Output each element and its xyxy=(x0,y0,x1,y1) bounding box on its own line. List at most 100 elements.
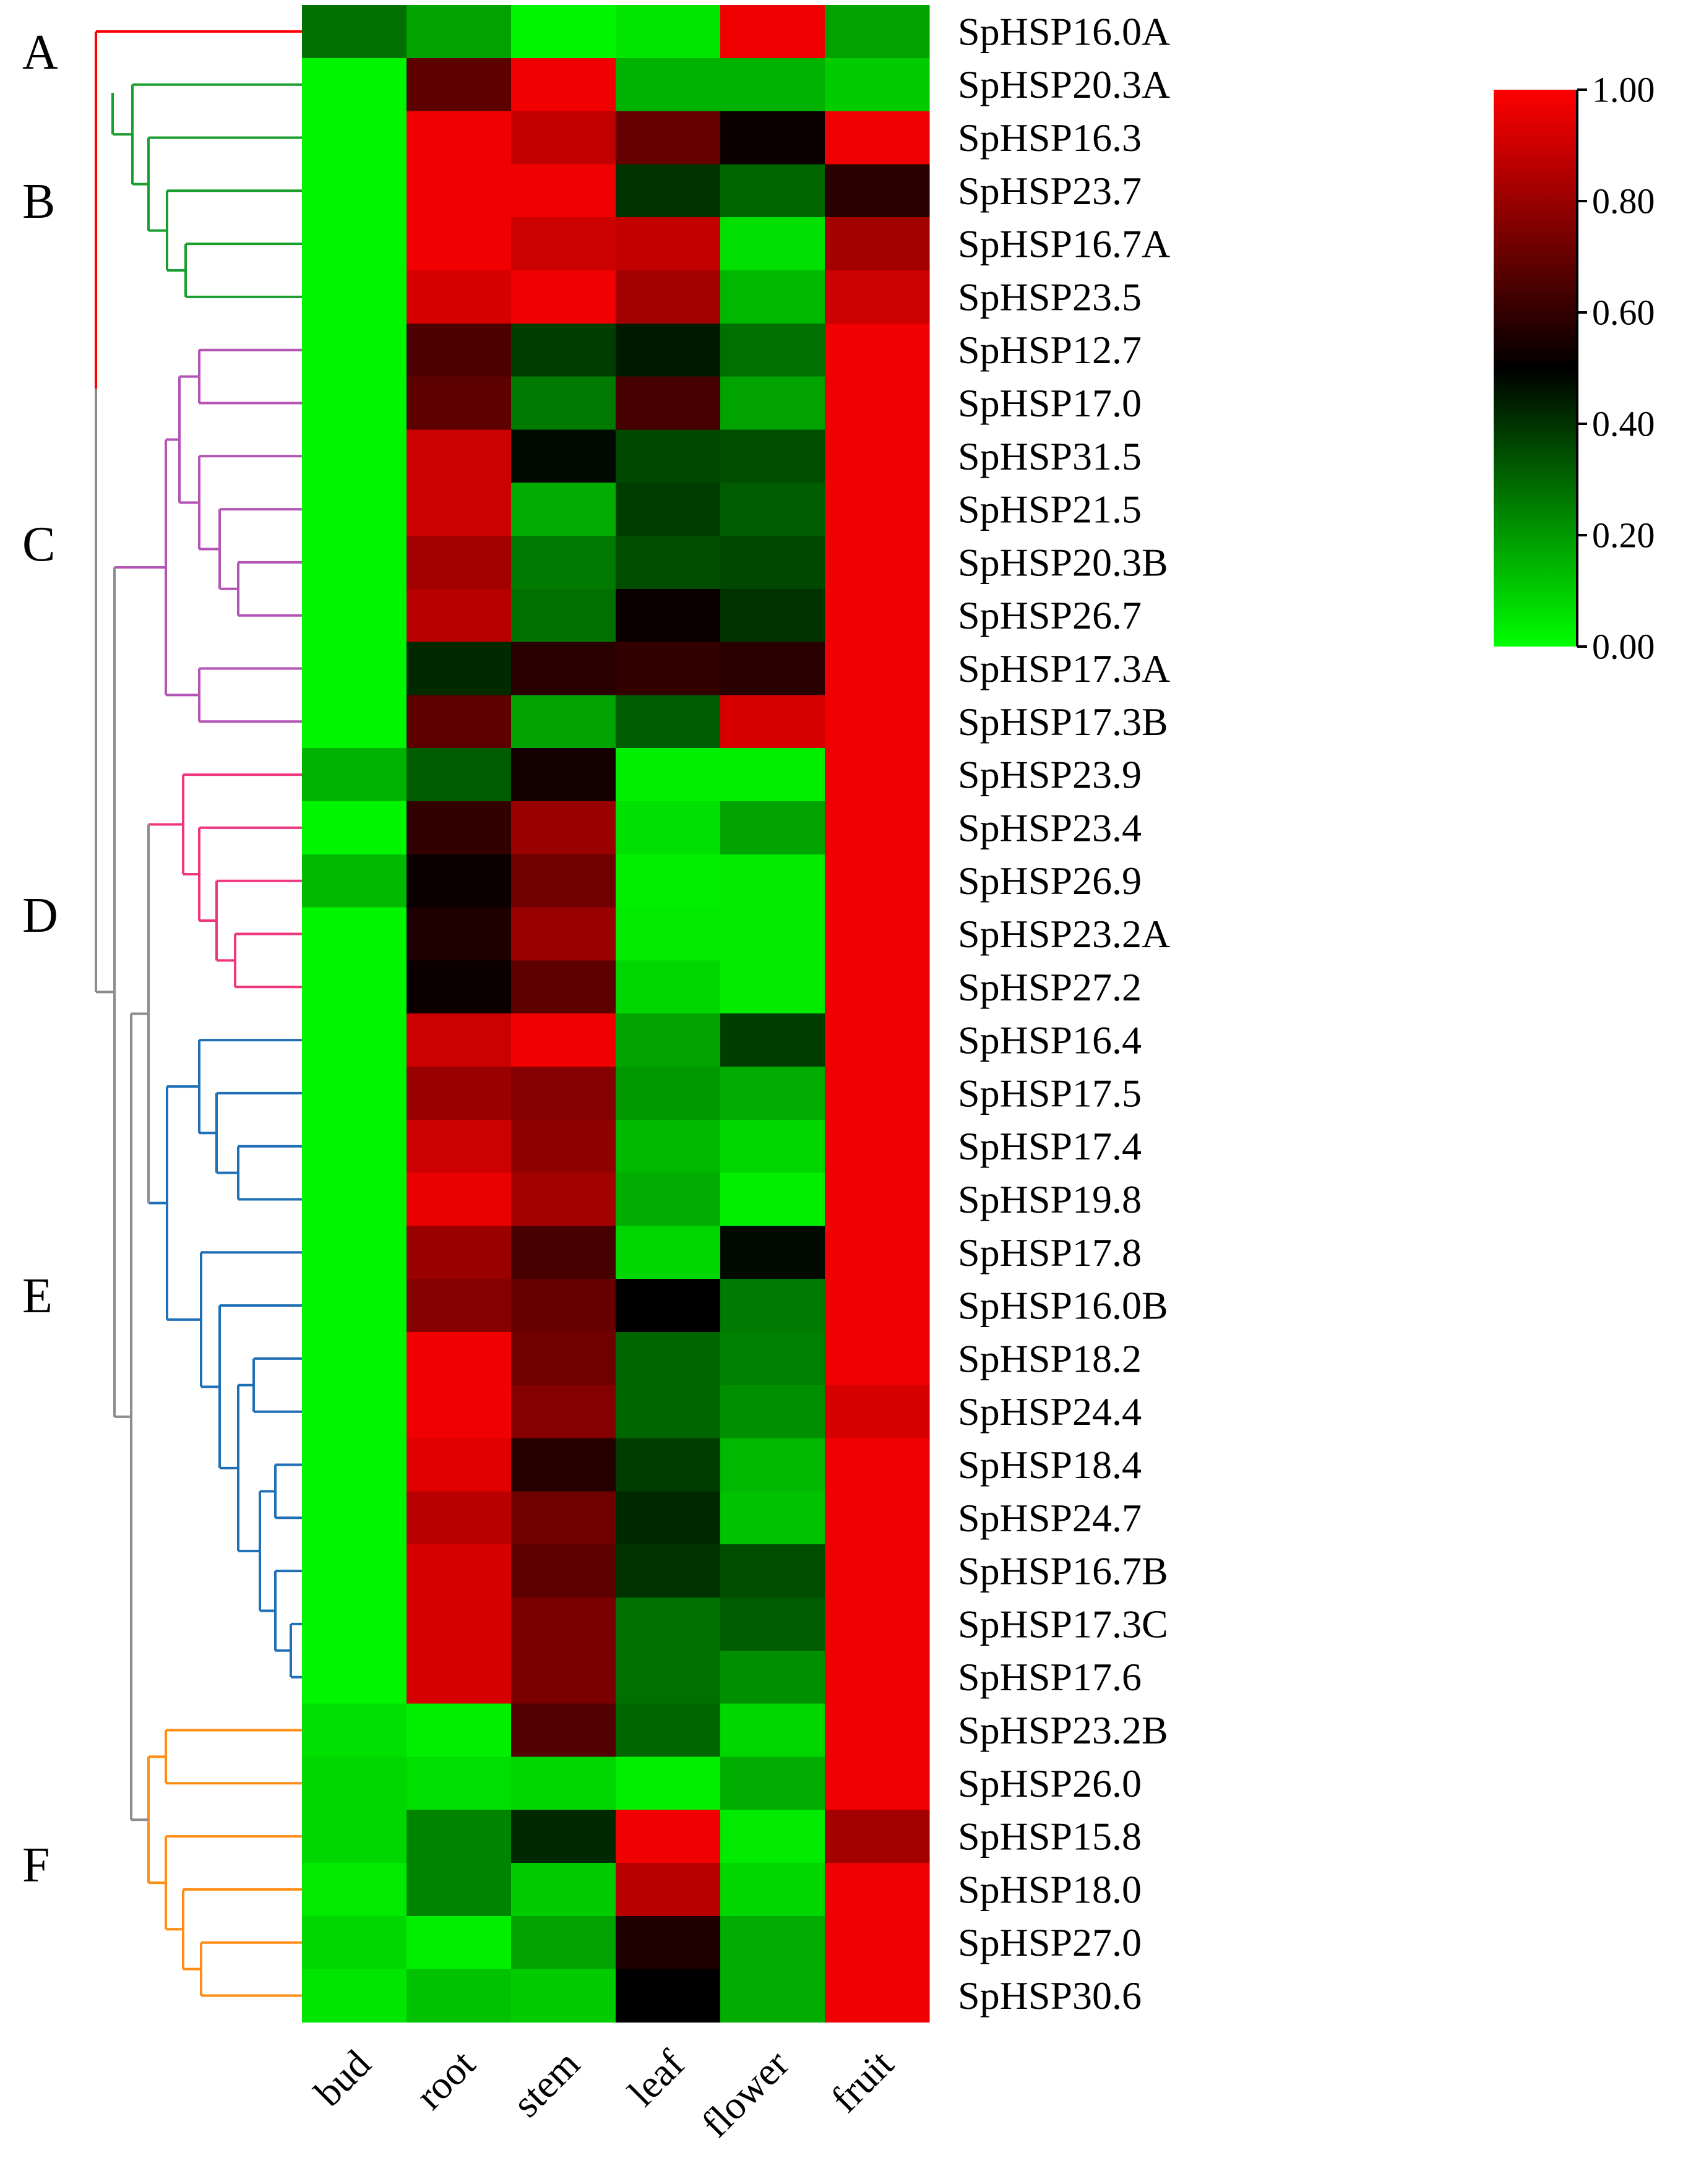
heatmap-cell-SpHSP16.4-bud xyxy=(302,1013,407,1067)
heatmap-cell-SpHSP16.0B-fruit xyxy=(825,1279,930,1333)
gene-label: SpHSP17.4 xyxy=(958,1124,1142,1168)
heatmap-cell-SpHSP20.3B-stem xyxy=(511,536,616,590)
heatmap-cell-SpHSP23.7-flower xyxy=(720,164,825,218)
heatmap-cell-SpHSP17.4-flower xyxy=(720,1119,825,1174)
heatmap-cell-SpHSP18.0-fruit xyxy=(825,1863,930,1917)
gene-label: SpHSP27.0 xyxy=(958,1920,1142,1964)
heatmap-cell-SpHSP17.3A-bud xyxy=(302,642,407,695)
heatmap-cell-SpHSP15.8-leaf xyxy=(616,1810,721,1864)
heatmap-cell-SpHSP21.5-bud xyxy=(302,483,407,536)
clade-label-D: D xyxy=(22,888,58,943)
heatmap-cell-SpHSP23.2B-fruit xyxy=(825,1703,930,1757)
heatmap-cell-SpHSP16.3-root xyxy=(407,111,512,165)
heatmap-cell-SpHSP23.9-bud xyxy=(302,748,407,802)
heatmap-cell-SpHSP26.7-bud xyxy=(302,588,407,643)
heatmap-cell-SpHSP15.8-bud xyxy=(302,1810,407,1864)
heatmap-cell-SpHSP27.2-stem xyxy=(511,960,616,1014)
heatmap-cell-SpHSP17.3C-root xyxy=(407,1597,512,1651)
heatmap-cell-SpHSP23.9-root xyxy=(407,748,512,802)
heatmap-cell-SpHSP23.9-stem xyxy=(511,748,616,802)
heatmap-cell-SpHSP16.0A-bud xyxy=(302,5,407,59)
heatmap-cell-SpHSP16.3-flower xyxy=(720,111,825,165)
heatmap-cell-SpHSP16.0A-fruit xyxy=(825,5,930,59)
heatmap-cell-SpHSP17.3C-bud xyxy=(302,1597,407,1651)
tissue-label-root: root xyxy=(407,2042,483,2118)
gene-label: SpHSP24.4 xyxy=(958,1390,1142,1434)
heatmap-cell-SpHSP16.0B-root xyxy=(407,1279,512,1333)
heatmap-cell-SpHSP17.3B-leaf xyxy=(616,695,721,749)
heatmap-cell-SpHSP21.5-stem xyxy=(511,483,616,536)
heatmap-cell-SpHSP23.5-root xyxy=(407,270,512,324)
heatmap-cell-SpHSP24.7-bud xyxy=(302,1491,407,1545)
gene-label: SpHSP20.3A xyxy=(958,62,1170,106)
gene-label: SpHSP16.0A xyxy=(958,9,1170,53)
heatmap-cell-SpHSP18.4-fruit xyxy=(825,1438,930,1492)
heatmap-cell-SpHSP30.6-fruit xyxy=(825,1969,930,2023)
heatmap-cell-SpHSP23.5-flower xyxy=(720,270,825,324)
gene-label: SpHSP23.9 xyxy=(958,753,1142,797)
heatmap-cell-SpHSP20.3B-root xyxy=(407,536,512,590)
heatmap-cell-SpHSP24.7-fruit xyxy=(825,1491,930,1545)
heatmap-cell-SpHSP17.8-leaf xyxy=(616,1226,721,1279)
heatmap-cell-SpHSP17.3A-root xyxy=(407,642,512,695)
gene-label: SpHSP27.2 xyxy=(958,965,1142,1009)
heatmap-cell-SpHSP17.3C-leaf xyxy=(616,1597,721,1651)
heatmap-cell-SpHSP17.6-stem xyxy=(511,1650,616,1705)
heatmap-cell-SpHSP26.7-root xyxy=(407,588,512,643)
clade-label-E: E xyxy=(22,1269,53,1323)
heatmap-cell-SpHSP12.7-leaf xyxy=(616,323,721,377)
heatmap-cell-SpHSP26.9-fruit xyxy=(825,854,930,908)
heatmap-cell-SpHSP26.9-root xyxy=(407,854,512,908)
heatmap-cell-SpHSP15.8-fruit xyxy=(825,1810,930,1864)
gene-label: SpHSP21.5 xyxy=(958,488,1142,531)
heatmap-cell-SpHSP16.7A-fruit xyxy=(825,217,930,271)
heatmap-cell-SpHSP18.4-stem xyxy=(511,1438,616,1492)
heatmap-cell-SpHSP23.5-stem xyxy=(511,270,616,324)
gene-labels: SpHSP16.0A SpHSP20.3A SpHSP16.3 SpHSP23.7 Sp… xyxy=(958,9,1170,2018)
heatmap-cell-SpHSP24.4-bud xyxy=(302,1385,407,1439)
heatmap-cell-SpHSP16.7B-root xyxy=(407,1544,512,1598)
heatmap-cell-SpHSP17.8-fruit xyxy=(825,1226,930,1279)
heatmap-cell-SpHSP16.0B-flower xyxy=(720,1279,825,1333)
gene-label: SpHSP26.0 xyxy=(958,1761,1142,1805)
heatmap-cell-SpHSP17.3B-stem xyxy=(511,695,616,749)
gene-label: SpHSP23.7 xyxy=(958,169,1142,213)
heatmap-cell-SpHSP19.8-leaf xyxy=(616,1172,721,1226)
heatmap-cell-SpHSP23.4-root xyxy=(407,801,512,855)
heatmap-cell-SpHSP23.4-leaf xyxy=(616,801,721,855)
heatmap-cell-SpHSP26.9-stem xyxy=(511,854,616,908)
heatmap-cell-SpHSP17.3A-stem xyxy=(511,642,616,695)
heatmap-cell-SpHSP27.2-bud xyxy=(302,960,407,1014)
heatmap-cell-SpHSP16.7A-bud xyxy=(302,217,407,271)
gene-label: SpHSP31.5 xyxy=(958,434,1142,478)
heatmap-cell-SpHSP18.0-root xyxy=(407,1863,512,1917)
heatmap-cell-SpHSP18.2-stem xyxy=(511,1332,616,1386)
heatmap-cell-SpHSP23.2B-bud xyxy=(302,1703,407,1757)
heatmap-cell-SpHSP15.8-stem xyxy=(511,1810,616,1864)
heatmap-cell-SpHSP15.8-flower xyxy=(720,1810,825,1864)
heatmap-cell-SpHSP17.3B-fruit xyxy=(825,695,930,749)
heatmap-cell-SpHSP26.0-root xyxy=(407,1756,512,1810)
heatmap-cell-SpHSP23.4-flower xyxy=(720,801,825,855)
dendrogram xyxy=(95,30,302,1997)
heatmap-cell-SpHSP23.2B-flower xyxy=(720,1703,825,1757)
heatmap-cell-SpHSP27.0-root xyxy=(407,1915,512,1970)
heatmap-cell-SpHSP26.0-flower xyxy=(720,1756,825,1810)
tissue-label-stem: stem xyxy=(504,2042,588,2126)
heatmap-cell-SpHSP23.2A-root xyxy=(407,907,512,961)
heatmap-cell-SpHSP17.4-fruit xyxy=(825,1119,930,1174)
heatmap-cell-SpHSP16.0B-stem xyxy=(511,1279,616,1333)
heatmap-cell-SpHSP27.2-fruit xyxy=(825,960,930,1014)
heatmap-cell-SpHSP17.3A-leaf xyxy=(616,642,721,695)
heatmap-cell-SpHSP17.6-root xyxy=(407,1650,512,1705)
gene-label: SpHSP23.2B xyxy=(958,1708,1168,1752)
heatmap-cell-SpHSP16.7B-stem xyxy=(511,1544,616,1598)
colorbar-tick-label: 0.40 xyxy=(1592,404,1655,444)
gene-label: SpHSP26.9 xyxy=(958,859,1142,903)
gene-label: SpHSP23.5 xyxy=(958,275,1142,319)
heatmap-cell-SpHSP16.0A-flower xyxy=(720,5,825,59)
heatmap-cell-SpHSP24.4-root xyxy=(407,1385,512,1439)
heatmap-cell-SpHSP23.2A-fruit xyxy=(825,907,930,961)
heatmap-cell-SpHSP16.0A-leaf xyxy=(616,5,721,59)
heatmap-cell-SpHSP27.0-fruit xyxy=(825,1915,930,1970)
